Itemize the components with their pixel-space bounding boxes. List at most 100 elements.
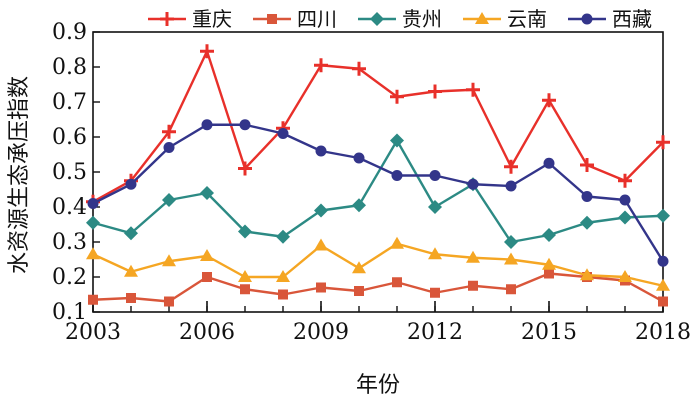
y-tick-label: 0.2: [52, 265, 87, 290]
x-tick-label: 2018: [635, 320, 691, 345]
circle-marker: [657, 255, 669, 267]
triangle-marker: [352, 261, 366, 274]
series-4: [86, 236, 670, 291]
plus-marker: [428, 84, 442, 99]
square-marker: [240, 284, 250, 295]
square-marker: [126, 293, 136, 303]
x-tick-label: 2003: [65, 320, 121, 345]
triangle-marker: [428, 247, 442, 260]
triangle-marker: [86, 247, 100, 260]
triangle-marker: [162, 254, 176, 267]
series-5: [87, 119, 669, 267]
diamond-marker: [162, 193, 176, 207]
circle-marker: [315, 145, 327, 157]
legend-item-1: 重庆: [148, 7, 232, 31]
y-tick-label: 0.9: [52, 20, 87, 45]
diamond-marker: [314, 203, 328, 218]
triangle-marker: [124, 264, 138, 277]
diamond-marker: [618, 210, 632, 225]
square-marker: [506, 284, 516, 295]
circle-marker: [619, 194, 631, 206]
plus-marker: [200, 44, 214, 59]
legend-label: 四川: [297, 7, 337, 31]
triangle-marker: [466, 250, 480, 263]
circle-marker: [239, 119, 251, 131]
diamond-marker: [504, 235, 518, 249]
triangle-marker: [314, 238, 328, 251]
circle-marker: [505, 180, 517, 192]
diamond-marker: [428, 200, 442, 214]
legend-item-4: 云南: [463, 7, 547, 31]
square-marker: [88, 294, 98, 305]
square-marker: [202, 272, 212, 282]
plus-marker: [656, 135, 670, 150]
diamond-marker: [656, 208, 670, 223]
plus-marker: [314, 58, 328, 73]
y-tick-label: 0.5: [52, 160, 87, 185]
plus-marker: [162, 124, 176, 139]
diamond-marker: [238, 224, 252, 239]
legend-label: 云南: [507, 7, 547, 31]
diamond-marker: [390, 133, 404, 148]
plus-marker: [466, 82, 480, 97]
plus-marker: [160, 12, 174, 26]
x-axis-title: 年份: [356, 373, 400, 398]
series-line: [92, 242, 664, 287]
triangle-marker: [238, 270, 252, 282]
series-1: [86, 44, 670, 209]
x-tick-label: 2012: [407, 320, 463, 345]
x-tick-label: 2009: [293, 320, 349, 345]
legend: 重庆 四川 贵州 云南 西藏: [148, 7, 652, 31]
triangle-marker: [475, 12, 489, 24]
square-marker: [267, 14, 277, 24]
circle-marker: [391, 170, 403, 181]
y-axis-title: 水资源生态承压指数: [7, 76, 32, 274]
series-line: [92, 139, 664, 244]
series-line: [92, 272, 664, 303]
triangle-marker: [504, 252, 518, 265]
series-line: [92, 123, 665, 262]
square-marker: [544, 268, 554, 279]
legend-label: 西藏: [612, 7, 652, 31]
diamond-marker: [276, 229, 290, 244]
diamond-marker: [352, 198, 366, 213]
legend-item-5: 西藏: [568, 7, 652, 31]
diamond-marker: [370, 12, 384, 26]
triangle-marker: [200, 249, 214, 261]
square-marker: [468, 280, 478, 291]
diamond-marker: [542, 228, 556, 242]
circle-marker: [125, 178, 137, 190]
plus-marker: [390, 89, 404, 104]
triangle-marker: [580, 268, 594, 281]
circle-marker: [429, 170, 441, 181]
diamond-marker: [200, 186, 214, 200]
triangle-marker: [542, 257, 556, 270]
y-tick-label: 0.4: [52, 195, 87, 220]
axes: 0.1 0.2 0.3 0.4 0.5 0.6 0.7 0.8 0.9 2003 2006 2009 2…: [52, 20, 691, 345]
circle-marker: [543, 157, 555, 169]
legend-label: 贵州: [402, 7, 442, 31]
triangle-marker: [618, 270, 632, 282]
x-tick-label: 2006: [179, 320, 235, 345]
triangle-marker: [656, 278, 670, 291]
circle-marker: [581, 191, 593, 202]
triangle-marker: [390, 236, 404, 249]
plus-marker: [352, 61, 366, 76]
circle-marker: [277, 128, 289, 139]
y-tick-label: 0.7: [52, 90, 87, 115]
square-marker: [164, 296, 174, 307]
square-marker: [316, 282, 326, 293]
circle-marker: [201, 119, 213, 131]
y-tick-label: 0.1: [52, 300, 87, 325]
y-tick-label: 0.8: [52, 55, 87, 80]
plus-marker: [618, 173, 632, 188]
legend-label: 重庆: [192, 7, 232, 31]
circle-marker: [581, 13, 593, 25]
square-marker: [278, 289, 288, 300]
diamond-marker: [580, 215, 594, 230]
plus-marker: [580, 158, 594, 172]
circle-marker: [163, 142, 175, 153]
series-3: [86, 133, 670, 249]
circle-marker: [353, 152, 365, 164]
